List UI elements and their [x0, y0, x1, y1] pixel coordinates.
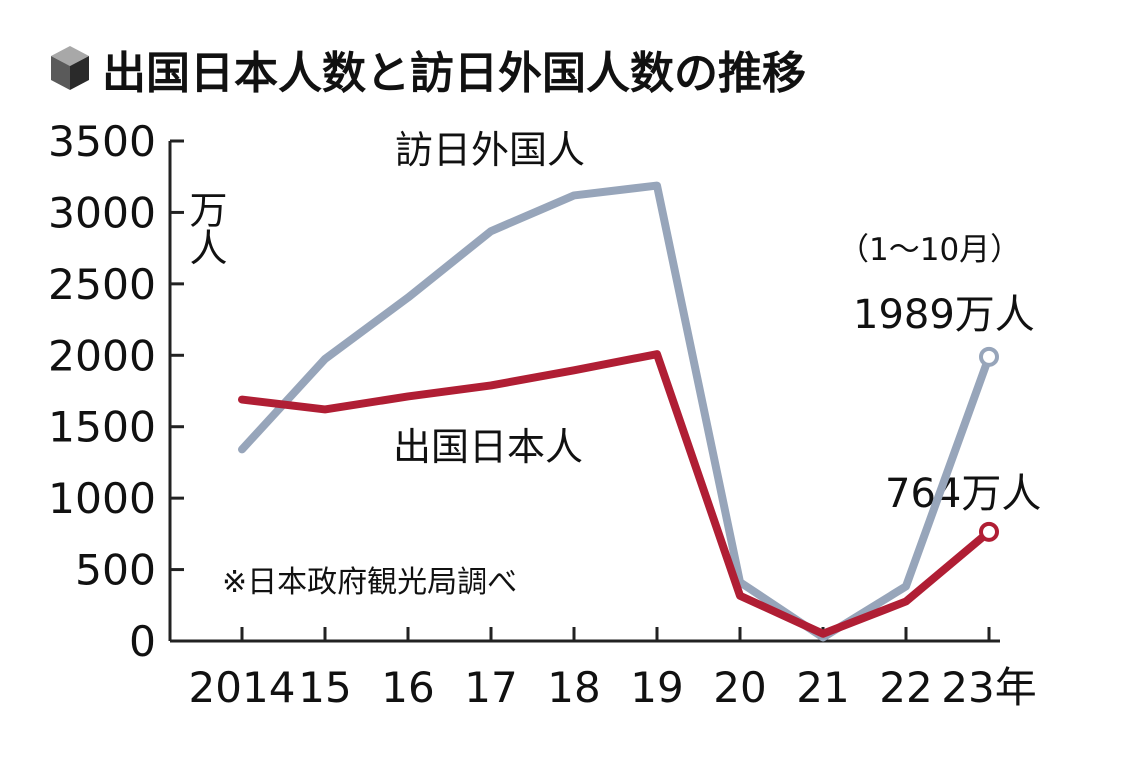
- series-label-japanese: 出国日本人: [393, 425, 583, 469]
- x-tick-label: 20: [713, 663, 766, 712]
- period-note: （1〜10月）: [838, 232, 1021, 268]
- x-tick-label: 2014: [189, 663, 296, 712]
- y-axis-unit-label: 万人: [183, 190, 227, 266]
- x-tick-label: 18: [547, 663, 600, 712]
- japanese-last-value-label: 764万人: [885, 471, 1041, 517]
- y-tick-label: 1000: [48, 474, 156, 523]
- y-tick-label: 500: [75, 546, 156, 595]
- x-tick-label: 17: [464, 663, 517, 712]
- tick-labels: 0 500 1000 1500 2000 2500 3000 3500 2014 15 16 17 18…: [48, 117, 1037, 712]
- y-tick-label: 1500: [48, 403, 156, 452]
- source-note: ※日本政府観光局調べ: [222, 565, 517, 600]
- foreign-visitors-line: [238, 181, 993, 642]
- cube-icon: [51, 46, 89, 90]
- series-layer: [238, 181, 999, 642]
- y-tick-label: 2500: [48, 260, 156, 309]
- japanese-departures-end-marker: [979, 521, 999, 542]
- x-tick-label: 23年: [941, 663, 1036, 712]
- series-label-foreign: 訪日外国人: [395, 128, 585, 172]
- y-tick-label: 2000: [48, 331, 156, 380]
- japanese-departures-line: [238, 350, 993, 638]
- x-tick-label: 21: [796, 663, 849, 712]
- x-tick-label: 22: [879, 663, 932, 712]
- x-tick-label: 19: [630, 663, 683, 712]
- y-tick-label: 3000: [48, 188, 156, 237]
- y-tick-label: 0: [129, 617, 156, 666]
- foreign-last-value-label: 1989万人: [853, 292, 1035, 338]
- foreign-visitors-end-marker: [979, 346, 999, 367]
- y-tick-label: 3500: [48, 117, 156, 166]
- chart-title: 出国日本人数と訪日外国人数の推移: [102, 48, 806, 99]
- x-tick-label: 15: [298, 663, 351, 712]
- x-tick-label: 16: [381, 663, 434, 712]
